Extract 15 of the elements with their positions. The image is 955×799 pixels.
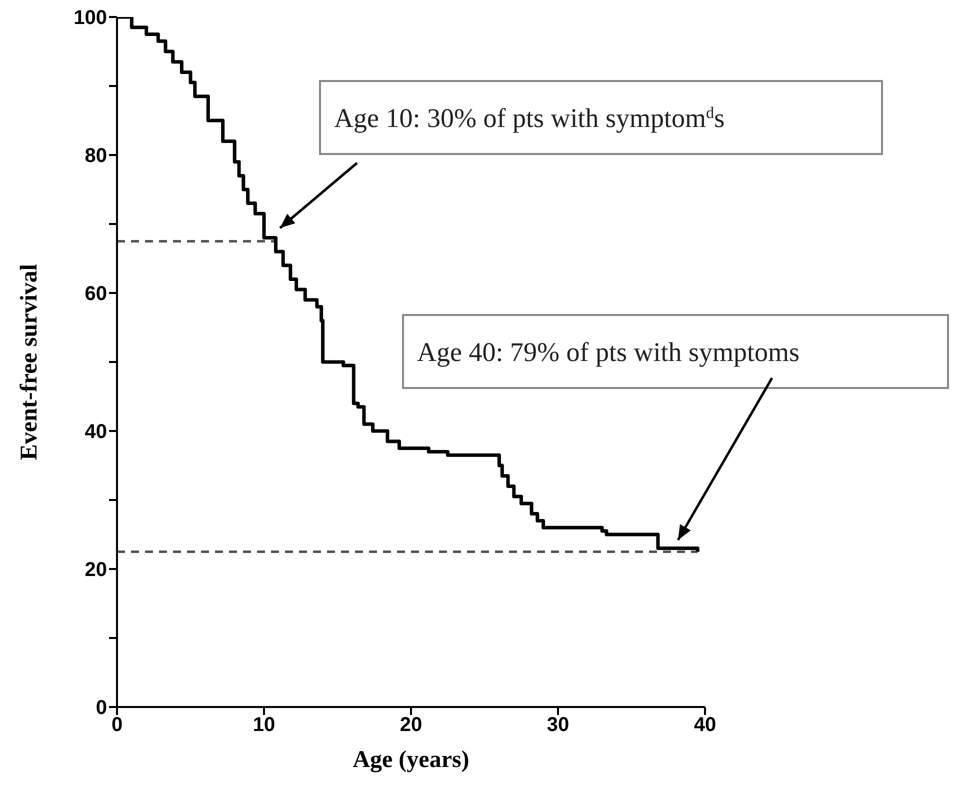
annotation: Age 10: 30% of pts with symptom$^{d}$s	[334, 103, 725, 133]
y-tick-label: 100	[74, 7, 107, 30]
y-axis-title: Event-free survival	[16, 264, 43, 460]
x-tick-label: 40	[694, 714, 716, 736]
annotation: Age 40: 79% of pts with symptoms	[417, 337, 800, 367]
x-tick-label: 0	[111, 714, 123, 736]
x-tick-label: 20	[400, 714, 422, 736]
y-tick-label: 40	[84, 421, 107, 444]
x-axis-title: Age (years)	[352, 747, 470, 773]
y-tick-label: 80	[84, 145, 107, 168]
y-tick-label: 0	[96, 697, 107, 720]
y-tick-label: 20	[84, 559, 107, 582]
y-tick-label: 60	[84, 283, 107, 306]
x-tick-label: 30	[546, 714, 570, 736]
x-tick-label: 10	[252, 714, 276, 736]
